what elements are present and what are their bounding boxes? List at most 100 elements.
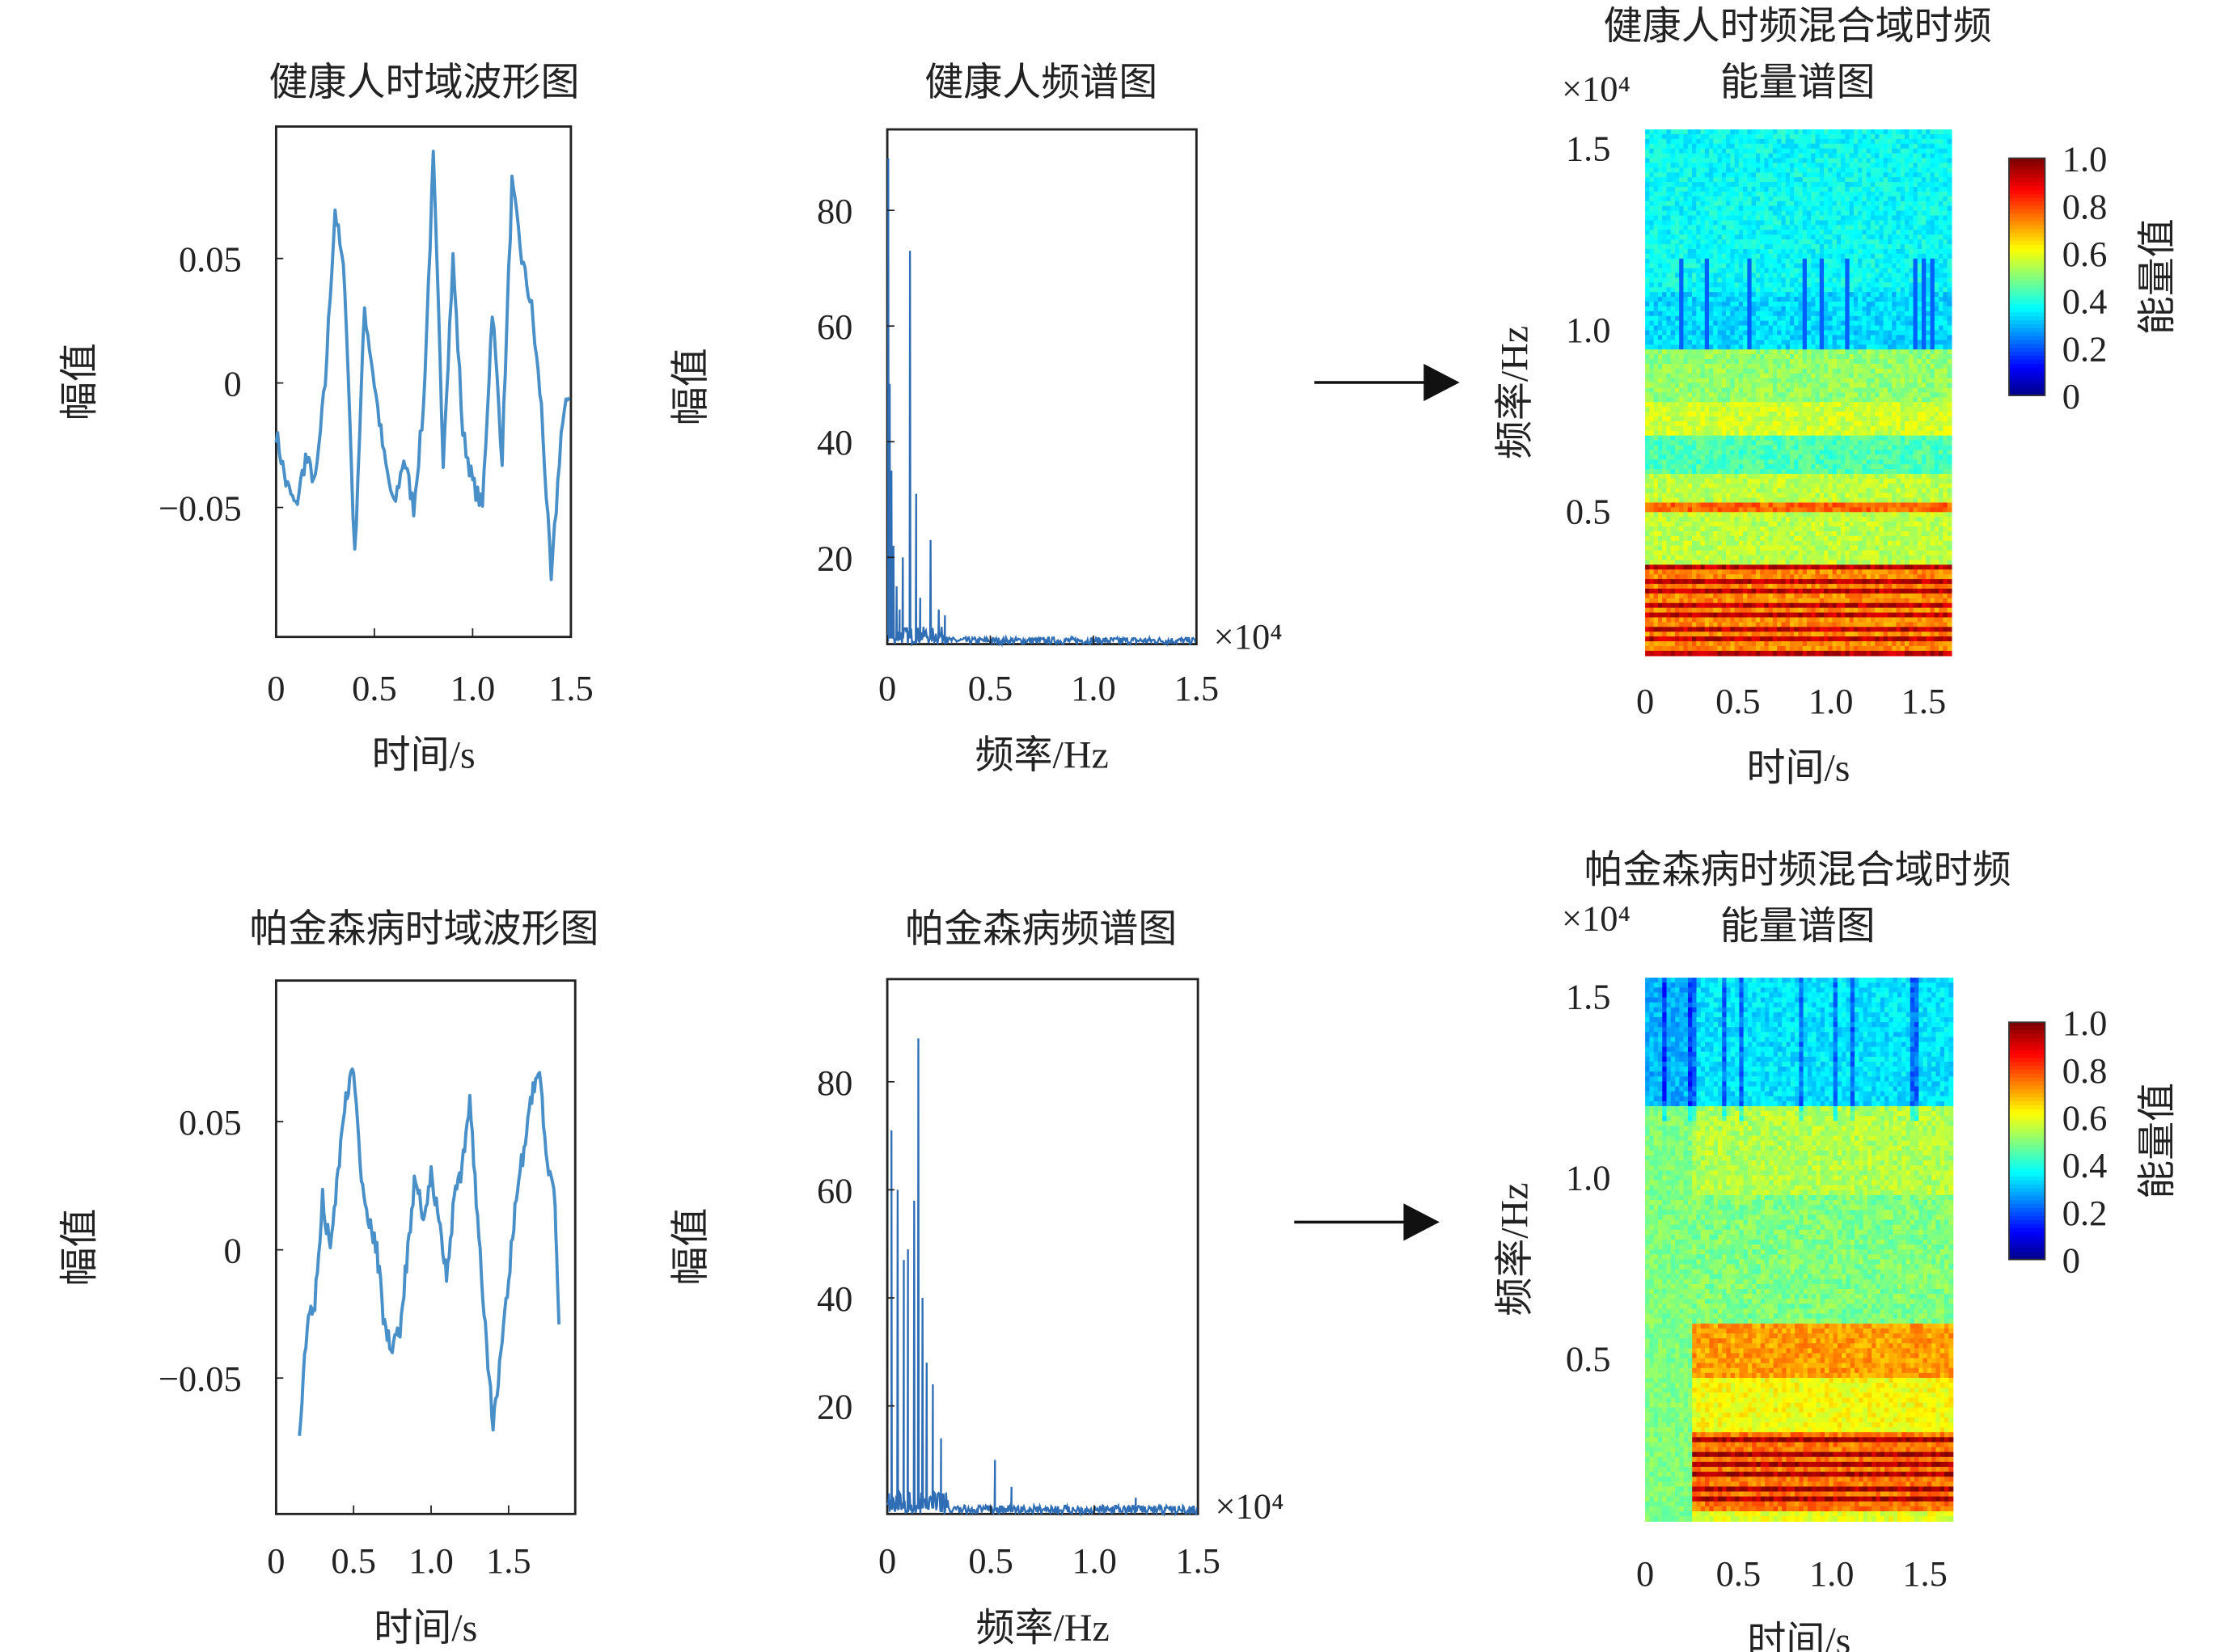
heatmap-cell (1721, 340, 1727, 345)
heatmap-cell (1687, 402, 1693, 408)
heatmap-cell (1913, 234, 1918, 240)
heatmap-cell (1819, 420, 1825, 427)
heatmap-cell (1743, 287, 1749, 293)
heatmap-cell (1730, 363, 1736, 370)
heatmap-cell (1870, 368, 1876, 374)
heatmap-cell (1743, 282, 1749, 288)
heatmap-cell (1917, 225, 1922, 230)
heatmap-cell (1772, 373, 1778, 379)
heatmap-cell (1824, 167, 1829, 173)
heatmap-cell (1691, 163, 1697, 169)
heatmap-cell (1939, 445, 1944, 451)
heatmap-cell (1841, 359, 1846, 365)
heatmap-cell (1679, 273, 1685, 279)
heatmap-cell (1730, 268, 1736, 274)
heatmap-cell (1841, 425, 1846, 432)
heatmap-cell (1721, 268, 1727, 274)
heatmap-cell (1730, 133, 1736, 140)
heatmap-cell (1802, 172, 1808, 178)
heatmap-cell (1691, 225, 1697, 230)
heatmap-cell (1806, 133, 1812, 140)
heatmap-cell (1755, 373, 1761, 379)
heatmap-cell (1943, 163, 1948, 169)
heatmap-cell (1679, 210, 1685, 217)
heatmap-cell (1662, 187, 1668, 192)
heatmap-cell (1896, 148, 1901, 154)
heatmap-cell (1713, 335, 1719, 341)
heatmap-cell (1904, 297, 1910, 302)
heatmap-cell (1904, 277, 1910, 284)
heatmap-cell (1866, 387, 1872, 394)
heatmap-cell (1922, 425, 1927, 432)
heatmap-cell (1755, 344, 1761, 350)
heatmap-cell (1687, 191, 1693, 197)
heatmap-cell (1785, 182, 1791, 188)
heatmap-cell (1892, 196, 1897, 202)
heatmap-cell (1700, 268, 1706, 274)
heatmap-cell (1747, 187, 1753, 192)
heatmap-cell (1704, 287, 1710, 293)
heatmap-cell (1836, 220, 1842, 226)
heatmap-cell (1785, 210, 1791, 217)
heatmap-cell (1768, 402, 1774, 408)
heatmap-cell (1687, 440, 1693, 446)
heatmap-cell (1870, 287, 1876, 293)
heatmap-cell (1819, 397, 1825, 403)
heatmap-cell (1870, 220, 1876, 226)
heatmap-cell (1853, 138, 1859, 145)
heatmap-cell (1870, 129, 1876, 135)
heatmap-cell (1832, 435, 1838, 442)
heatmap-cell (1717, 158, 1723, 164)
heatmap-cell (1657, 416, 1663, 422)
heatmap-cell (1896, 277, 1901, 284)
heatmap-cell (1674, 430, 1680, 437)
heatmap-cell (1917, 239, 1922, 245)
heatmap-cell (1683, 378, 1689, 384)
heatmap-cell (1875, 196, 1880, 202)
heatmap-cell (1841, 450, 1846, 456)
heatmap-cell (1700, 306, 1706, 312)
heatmap-cell (1806, 382, 1812, 389)
heatmap-cell (1836, 268, 1842, 274)
heatmap-cell (1819, 382, 1825, 389)
heatmap-cell (1947, 287, 1952, 293)
heatmap-cell (1768, 248, 1774, 255)
heatmap-cell (1649, 205, 1655, 212)
heatmap-cell (1887, 325, 1893, 332)
heatmap-cell (1913, 258, 1918, 264)
heatmap-cell (1670, 163, 1676, 169)
heatmap-cell (1802, 382, 1808, 389)
heatmap-cell (1875, 368, 1880, 374)
heatmap-cell (1734, 387, 1740, 394)
heatmap-cell (1687, 234, 1693, 240)
heatmap-cell (1743, 407, 1749, 412)
heatmap-cell (1666, 335, 1672, 341)
heatmap-cell (1721, 187, 1727, 192)
heatmap-cell (1687, 210, 1693, 217)
heatmap-cell (1947, 215, 1952, 222)
heatmap-cell (1772, 378, 1778, 384)
heatmap-cell (1862, 440, 1867, 446)
heatmap-cell (1939, 215, 1944, 222)
heatmap-cell (1691, 407, 1697, 412)
heatmap-cell (1747, 306, 1753, 312)
heatmap-cell (1853, 378, 1859, 384)
heatmap-cell (1934, 382, 1939, 389)
heatmap-cell (1674, 205, 1680, 212)
heatmap-cell (1900, 397, 1905, 403)
heatmap-cell (1789, 363, 1795, 370)
heatmap-cell (1798, 311, 1804, 317)
heatmap-cell (1730, 302, 1736, 307)
heatmap-cell (1904, 225, 1910, 230)
heatmap-cell (1900, 253, 1905, 260)
heatmap-cell (1755, 277, 1761, 284)
heatmap-cell (1691, 220, 1697, 226)
heatmap-cell (1943, 158, 1948, 164)
heatmap-cell (1828, 230, 1834, 235)
heatmap-cell (1824, 196, 1829, 202)
heatmap-cell (1832, 292, 1838, 298)
heatmap-cell (1849, 253, 1855, 260)
heatmap-cell (1764, 287, 1770, 293)
heatmap-cell (1904, 248, 1910, 255)
